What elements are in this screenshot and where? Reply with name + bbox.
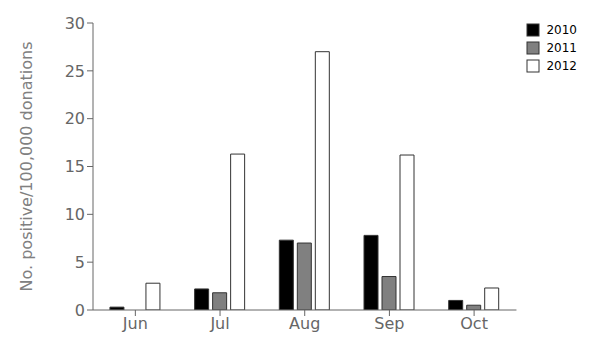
- svg-text:15: 15: [65, 157, 85, 176]
- svg-text:20: 20: [65, 109, 85, 128]
- svg-text:0: 0: [75, 301, 85, 320]
- svg-text:Sep: Sep: [374, 314, 404, 333]
- svg-text:Aug: Aug: [289, 314, 320, 333]
- html-text:2012: 2012: [546, 59, 577, 73]
- svg-text:Jul: Jul: [209, 314, 229, 333]
- html-text:2010: 2010: [546, 23, 577, 37]
- html-text:2011: 2011: [546, 41, 577, 55]
- svg-text:No. positive/100,000 donations: No. positive/100,000 donations: [17, 42, 36, 292]
- svg-text:10: 10: [65, 205, 85, 224]
- svg-text:30: 30: [65, 14, 85, 33]
- svg-text:Oct: Oct: [460, 314, 488, 333]
- svg-text:5: 5: [75, 253, 85, 272]
- svg-text:25: 25: [65, 62, 85, 81]
- svg-text:Jun: Jun: [122, 314, 148, 333]
